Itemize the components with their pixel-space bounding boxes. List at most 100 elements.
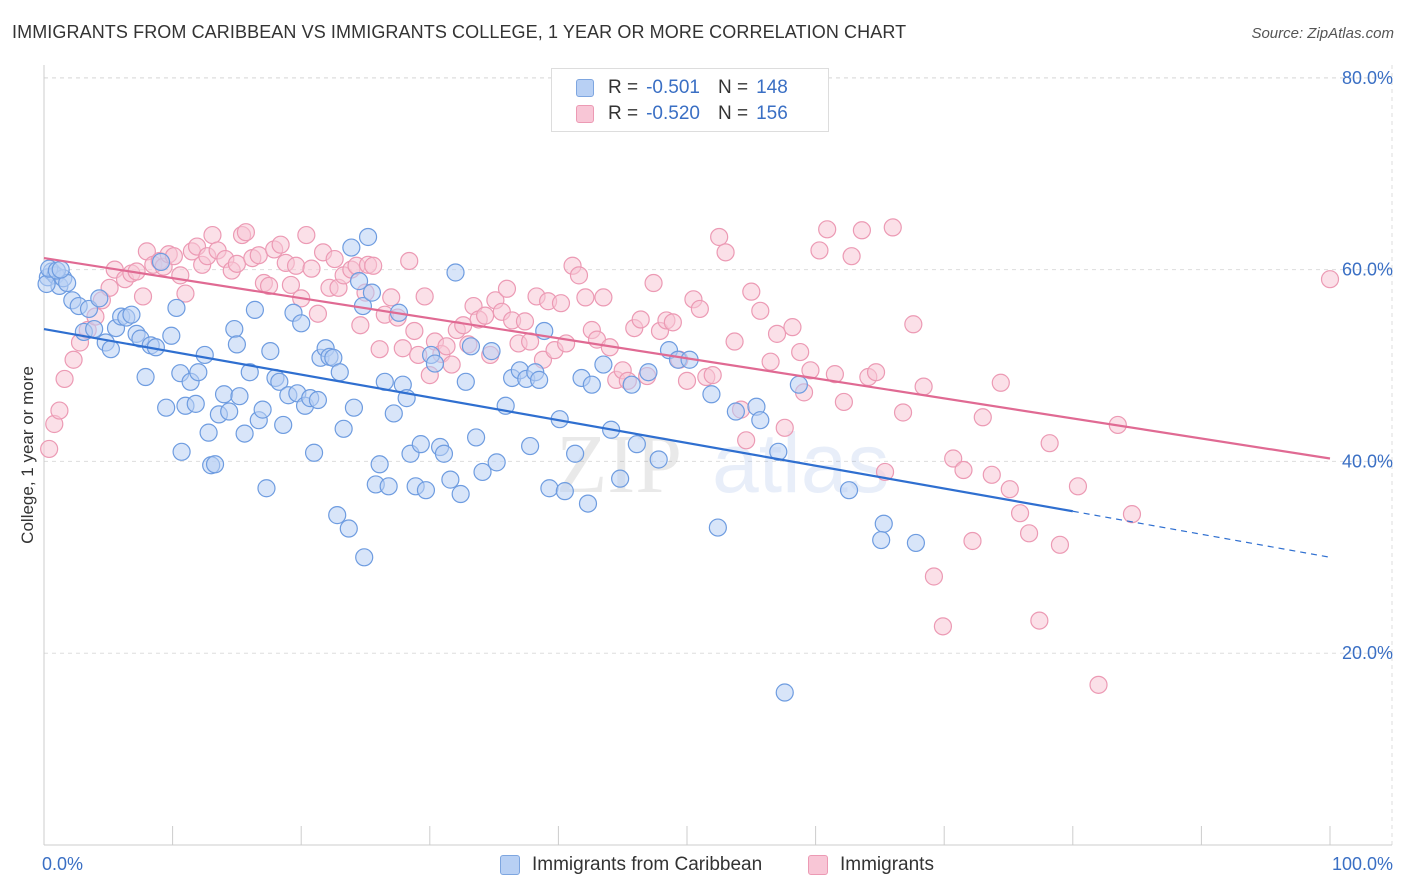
- point-caribbean: [240, 363, 259, 382]
- stats-legend: R = -0.501 N = 148 R = -0.520 N = 156: [551, 68, 829, 132]
- point-immigrants: [1050, 535, 1070, 554]
- point-immigrants: [893, 403, 913, 422]
- point-caribbean: [769, 442, 788, 461]
- point-immigrants: [982, 465, 1001, 484]
- point-immigrants: [1122, 505, 1142, 524]
- point-caribbean: [257, 479, 276, 498]
- point-caribbean: [441, 470, 460, 489]
- point-immigrants: [716, 243, 735, 262]
- point-immigrants: [203, 225, 222, 245]
- point-immigrants: [1030, 611, 1049, 630]
- point-caribbean: [434, 444, 454, 463]
- point-caribbean: [473, 462, 492, 482]
- point-caribbean: [205, 455, 225, 474]
- point-immigrants: [904, 315, 923, 334]
- point-immigrants: [1068, 477, 1088, 496]
- point-caribbean: [225, 319, 244, 339]
- point-immigrants: [475, 306, 495, 325]
- trend-line-caribbean-extension: [1072, 510, 1331, 558]
- point-caribbean: [122, 305, 141, 324]
- legend-swatch-caribbean: [500, 855, 520, 875]
- point-caribbean: [578, 494, 598, 513]
- stats-legend-row-caribbean: R = -0.501 N = 148: [576, 75, 788, 101]
- point-caribbean: [425, 354, 445, 373]
- point-immigrants: [594, 288, 613, 307]
- point-immigrants: [914, 377, 933, 396]
- point-immigrants: [382, 288, 401, 307]
- point-caribbean: [261, 342, 280, 361]
- n-value-immigrants: 156: [756, 103, 788, 124]
- point-immigrants: [297, 225, 316, 245]
- y-tick-label: 20.0%: [1342, 643, 1393, 663]
- point-caribbean: [649, 450, 668, 469]
- point-immigrants: [364, 256, 383, 275]
- point-caribbean: [906, 533, 926, 553]
- point-caribbean: [344, 398, 364, 417]
- point-immigrants: [281, 275, 301, 295]
- legend-item-caribbean[interactable]: Immigrants from Caribbean: [500, 852, 762, 878]
- series-caribbean-points: [37, 227, 926, 702]
- r-value-immigrants: -0.520: [646, 103, 700, 124]
- point-caribbean: [186, 394, 205, 413]
- legend-item-immigrants[interactable]: Immigrants: [808, 852, 934, 878]
- point-caribbean: [189, 363, 208, 382]
- point-caribbean: [270, 372, 289, 391]
- point-caribbean: [411, 435, 430, 454]
- point-caribbean: [274, 415, 293, 435]
- point-immigrants: [497, 279, 517, 298]
- point-caribbean: [451, 484, 470, 504]
- point-caribbean: [358, 227, 378, 247]
- point-caribbean: [220, 402, 239, 421]
- point-immigrants: [663, 313, 682, 332]
- n-label: N =: [717, 103, 749, 124]
- point-immigrants: [1320, 270, 1340, 289]
- point-caribbean: [370, 455, 389, 474]
- point-immigrants: [677, 371, 697, 390]
- axis-labels: 20.0% 40.0% 60.0% 80.0% 0.0% 100.0% College, 1…: [18, 68, 1393, 874]
- point-caribbean: [308, 390, 328, 410]
- point-caribbean: [195, 345, 214, 365]
- point-caribbean: [521, 436, 540, 456]
- point-immigrants: [742, 282, 761, 301]
- point-immigrants: [761, 352, 780, 371]
- point-immigrants: [690, 299, 709, 319]
- legend-label-caribbean: Immigrants from Caribbean: [532, 854, 763, 875]
- point-immigrants: [351, 316, 370, 335]
- point-caribbean: [466, 428, 486, 447]
- point-caribbean: [90, 289, 109, 308]
- trend-lines: [43, 257, 1331, 558]
- r-value-caribbean: -0.501: [646, 77, 700, 98]
- series-immigrants-points: [40, 218, 1340, 694]
- point-caribbean: [446, 263, 465, 282]
- y-tick-label: 60.0%: [1342, 260, 1393, 280]
- point-immigrants: [725, 332, 744, 351]
- point-caribbean: [461, 337, 481, 356]
- point-immigrants: [271, 235, 290, 254]
- point-immigrants: [551, 294, 571, 313]
- point-immigrants: [842, 247, 861, 266]
- point-immigrants: [370, 340, 389, 359]
- point-immigrants: [133, 287, 153, 306]
- point-immigrants: [40, 439, 59, 459]
- point-immigrants: [415, 287, 434, 306]
- point-immigrants: [393, 339, 412, 358]
- point-caribbean: [566, 444, 585, 463]
- point-caribbean: [157, 398, 176, 417]
- point-caribbean: [214, 385, 234, 404]
- point-caribbean: [789, 375, 808, 394]
- y-tick-label: 80.0%: [1342, 68, 1393, 88]
- point-immigrants: [576, 288, 595, 307]
- point-caribbean: [362, 283, 382, 302]
- point-immigrants: [308, 304, 328, 323]
- point-caribbean: [167, 298, 186, 318]
- point-immigrants: [963, 531, 982, 551]
- point-immigrants: [944, 449, 963, 468]
- point-immigrants: [783, 318, 802, 337]
- point-caribbean: [339, 519, 358, 538]
- stats-legend-row-immigrants: R = -0.520 N = 156: [576, 101, 788, 127]
- point-caribbean: [708, 518, 727, 537]
- legend-label-immigrants: Immigrants: [840, 854, 934, 875]
- point-caribbean: [349, 272, 369, 291]
- point-immigrants: [767, 324, 787, 343]
